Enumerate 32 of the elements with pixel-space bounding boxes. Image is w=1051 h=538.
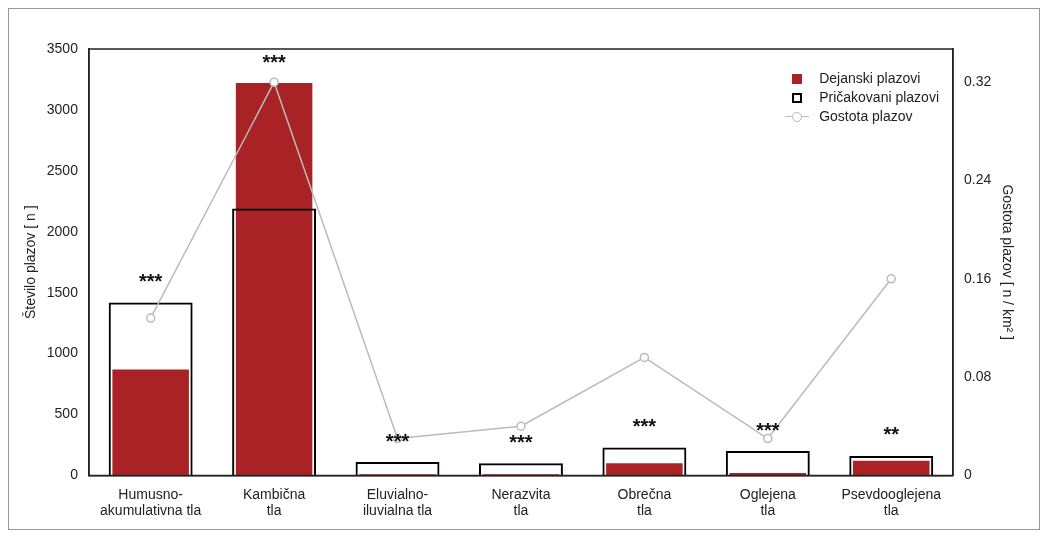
y-axis-title: Število plazov [ n ]	[22, 205, 39, 320]
y2-tick-label: 0.32	[963, 73, 992, 90]
annotation: ***	[632, 414, 657, 437]
y-tick-label: 2000	[46, 222, 79, 239]
y-tick-label: 3000	[46, 100, 79, 117]
x-tick-label: Psevdooglejena tla	[841, 485, 942, 519]
x-tick-label: Oglejena tla	[739, 485, 797, 519]
y-tick-label: 1500	[46, 283, 79, 300]
legend-label: Dejanski plazovi	[819, 69, 921, 88]
x-tick-label: Eluvialno- iluvialna tla	[362, 485, 433, 519]
x-tick-label: Nerazvita tla	[491, 485, 551, 519]
y-tick-label: 3500	[46, 39, 79, 56]
y-tick-label: 500	[54, 405, 79, 422]
annotation: ***	[509, 430, 533, 453]
y2-tick-label: 0	[963, 466, 972, 483]
y2-axis-title: Gostota plazov [ n / km² ]	[999, 184, 1016, 341]
annotation: ***	[756, 418, 780, 441]
x-tick-label: Humusno- akumulativna tla	[100, 485, 202, 519]
legend-label: Gostota plazov	[819, 107, 913, 126]
y-tick-label: 1000	[46, 344, 79, 361]
y2-tick-label: 0.24	[963, 171, 992, 188]
y-tick-label: 0	[70, 466, 79, 483]
annotation: **	[883, 423, 900, 446]
legend-label: Pričakovani plazovi	[819, 88, 939, 107]
annotation: ***	[138, 269, 163, 292]
y2-tick-label: 0.08	[963, 367, 992, 384]
x-tick-label: Obrečna tla	[617, 485, 672, 519]
y2-tick-label: 0.16	[963, 269, 992, 286]
annotation: ***	[262, 50, 286, 73]
annotation: ***	[385, 429, 410, 452]
y-tick-label: 2500	[46, 161, 79, 178]
x-tick-label: Kambična tla	[242, 485, 306, 519]
